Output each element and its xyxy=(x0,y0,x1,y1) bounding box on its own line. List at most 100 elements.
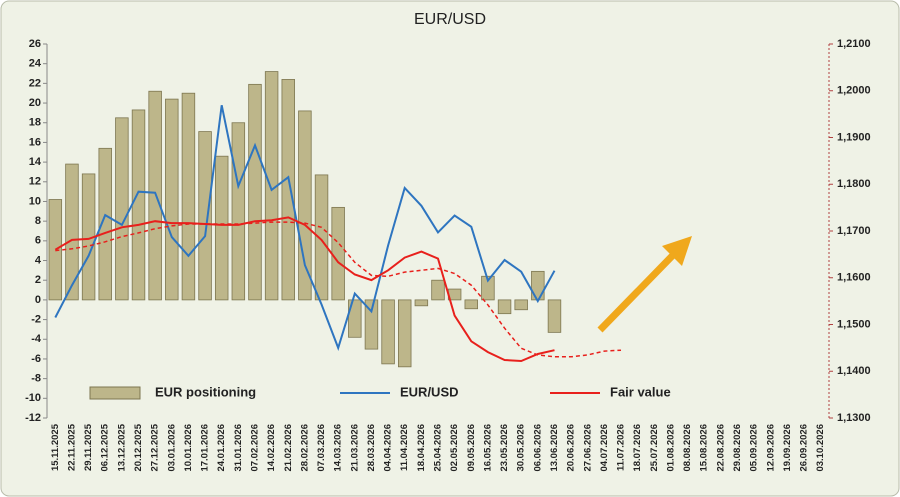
bar xyxy=(214,155,229,301)
x-tick-label: 26.09.2026 xyxy=(799,424,810,472)
bar xyxy=(131,109,146,301)
bar xyxy=(514,299,528,311)
y-tick-label: -4 xyxy=(31,333,42,345)
bar xyxy=(115,117,129,301)
x-tick-label: 21.02.2026 xyxy=(283,424,294,472)
x-tick-label: 04.04.2026 xyxy=(383,424,394,472)
x-tick-label: 12.09.2026 xyxy=(765,424,776,472)
y-tick-label: 0 xyxy=(35,294,41,306)
y-tick-label: 26 xyxy=(29,38,41,50)
x-tick-label: 29.08.2026 xyxy=(732,424,743,472)
bar xyxy=(98,147,112,301)
x-tick-label: 10.01.2026 xyxy=(183,424,194,472)
bar xyxy=(248,83,262,301)
y-tick-label: 14 xyxy=(29,156,42,168)
x-tick-label: 11.04.2026 xyxy=(399,424,410,471)
x-tick-label: 14.03.2026 xyxy=(333,424,344,472)
bar xyxy=(331,206,345,301)
x-tick-label: 01.08.2026 xyxy=(665,424,676,472)
bar xyxy=(198,131,212,301)
bar xyxy=(281,79,295,301)
bar xyxy=(531,270,545,301)
x-tick-label: 25.07.2026 xyxy=(649,424,660,472)
bar xyxy=(231,122,246,301)
y2-tick-label: 1,1300 xyxy=(837,412,871,424)
y-tick-label: -2 xyxy=(31,313,41,325)
x-tick-label: 27.12.2025 xyxy=(150,423,161,471)
y-tick-label: -10 xyxy=(25,392,41,404)
y-tick-label: 2 xyxy=(35,274,41,286)
x-tick-label: 27.06.2026 xyxy=(582,424,593,472)
bar xyxy=(414,299,429,307)
x-tick-label: 20.06.2026 xyxy=(566,424,577,472)
x-tick-label: 02.05.2026 xyxy=(449,424,460,472)
bar xyxy=(431,279,445,301)
x-tick-label: 23.05.2026 xyxy=(499,424,510,472)
y-tick-label: 12 xyxy=(29,176,41,188)
bar xyxy=(464,299,478,310)
x-tick-label: 05.09.2026 xyxy=(749,424,760,472)
x-tick-label: 28.02.2026 xyxy=(299,424,310,472)
x-tick-label: 25.04.2026 xyxy=(433,424,444,472)
y2-tick-label: 1,1600 xyxy=(837,272,871,284)
y2-tick-label: 1,2000 xyxy=(837,85,871,97)
x-tick-label: 03.10.2026 xyxy=(815,424,826,472)
bar xyxy=(497,299,512,315)
x-tick-label: 30.05.2026 xyxy=(516,424,527,472)
x-tick-label: 06.06.2026 xyxy=(532,424,543,472)
y-tick-label: 20 xyxy=(29,97,41,109)
legend-label: EUR positioning xyxy=(155,384,256,399)
x-tick-label: 13.12.2025 xyxy=(116,423,127,471)
x-tick-label: 16.05.2026 xyxy=(482,424,493,472)
legend-label: Fair value xyxy=(610,384,671,399)
x-tick-label: 17.01.2026 xyxy=(200,424,211,472)
bar xyxy=(547,299,562,333)
legend-swatch xyxy=(89,386,141,400)
x-tick-label: 18.07.2026 xyxy=(632,424,643,472)
bar xyxy=(165,98,179,301)
bar xyxy=(298,110,312,301)
y2-tick-label: 1,1800 xyxy=(837,178,871,190)
x-tick-label: 21.03.2026 xyxy=(349,424,360,472)
y2-tick-label: 1,1400 xyxy=(837,365,871,377)
y-tick-label: -12 xyxy=(25,412,41,424)
y-tick-label: 6 xyxy=(35,235,41,247)
y-tick-label: 24 xyxy=(29,58,42,70)
x-tick-label: 09.05.2026 xyxy=(466,424,477,472)
y-tick-label: 16 xyxy=(29,136,41,148)
x-tick-label: 07.02.2026 xyxy=(249,424,260,472)
x-tick-label: 11.07.2026 xyxy=(616,424,627,471)
x-tick-label: 07.03.2026 xyxy=(316,424,327,472)
x-tick-label: 20.12.2025 xyxy=(133,423,144,471)
y-tick-label: 4 xyxy=(35,254,42,266)
y2-tick-label: 1,1900 xyxy=(837,131,871,143)
y-tick-label: 22 xyxy=(29,77,41,89)
x-tick-label: 13.06.2026 xyxy=(549,424,560,472)
line xyxy=(54,216,555,363)
y2-tick-label: 1,1700 xyxy=(837,225,871,237)
bar xyxy=(181,92,196,301)
x-tick-label: 29.11.2025 xyxy=(83,423,94,471)
y2-tick-label: 1,2100 xyxy=(837,38,871,50)
y-tick-label: 8 xyxy=(35,215,41,227)
y-tick-label: 10 xyxy=(29,195,41,207)
x-tick-label: 03.01.2026 xyxy=(166,424,177,472)
x-tick-label: 08.08.2026 xyxy=(682,424,693,472)
y-tick-label: -6 xyxy=(31,353,41,365)
x-tick-label: 18.04.2026 xyxy=(416,424,427,472)
y2-tick-label: 1,1500 xyxy=(837,318,871,330)
y-tick-label: 18 xyxy=(29,117,41,129)
chart-title: EUR/USD xyxy=(414,11,486,28)
x-tick-label: 14.02.2026 xyxy=(266,424,277,472)
bar xyxy=(348,299,362,338)
x-tick-label: 31.01.2026 xyxy=(233,424,244,472)
arrow xyxy=(597,236,692,333)
x-tick-label: 15.08.2026 xyxy=(699,424,710,472)
legend-label: EUR/USD xyxy=(400,384,459,399)
x-tick-label: 22.11.2025 xyxy=(66,423,77,471)
x-tick-label: 22.08.2026 xyxy=(715,424,726,472)
x-tick-label: 06.12.2025 xyxy=(100,423,111,471)
bar xyxy=(398,299,412,368)
x-tick-label: 19.09.2026 xyxy=(782,424,793,472)
